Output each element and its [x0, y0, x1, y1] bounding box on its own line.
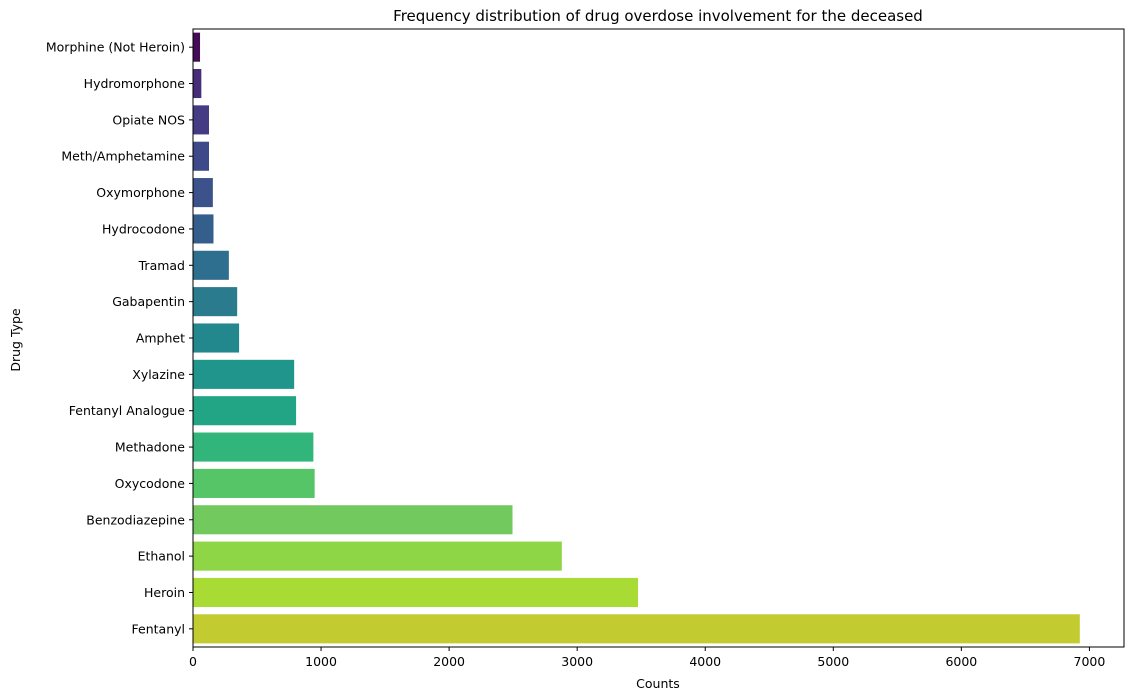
bar — [193, 141, 210, 171]
x-tick-label: 0 — [189, 654, 197, 669]
bar — [193, 614, 1080, 644]
bar — [193, 323, 240, 353]
y-tick-label: Amphet — [136, 331, 185, 346]
x-tick-label: 2000 — [433, 654, 465, 669]
bar — [193, 541, 562, 571]
y-tick-label: Tramad — [138, 258, 185, 273]
y-tick-label: Heroin — [144, 585, 185, 600]
x-tick-label: 6000 — [945, 654, 977, 669]
x-axis-label: Counts — [636, 676, 680, 691]
bar — [193, 32, 201, 62]
bar — [193, 468, 315, 498]
bar — [193, 105, 210, 135]
y-tick-label: Oxymorphone — [96, 185, 185, 200]
bar — [193, 287, 238, 317]
y-tick-label: Hydrocodone — [102, 221, 185, 236]
y-tick-label: Ethanol — [138, 549, 185, 564]
x-tick-label: 4000 — [689, 654, 721, 669]
bar — [193, 214, 214, 244]
bar — [193, 178, 213, 208]
y-tick-label: Morphine (Not Heroin) — [46, 40, 185, 55]
y-axis-label: Drug Type — [8, 308, 23, 372]
bar — [193, 396, 297, 426]
bar — [193, 68, 202, 99]
bar — [193, 359, 295, 389]
y-tick-label: Xylazine — [132, 367, 185, 382]
bar — [193, 577, 639, 608]
y-tick-label: Methadone — [115, 440, 185, 455]
x-tick-label: 1000 — [305, 654, 337, 669]
y-tick-label: Fentanyl Analogue — [69, 403, 186, 418]
bar — [193, 432, 314, 462]
bar — [193, 505, 513, 535]
axes-frame — [192, 28, 1125, 648]
y-tick-label: Benzodiazepine — [86, 512, 185, 527]
y-tick-label: Hydromorphone — [84, 76, 186, 91]
plot-area: Morphine (Not Heroin) Hydromorphone Opiate… — [46, 28, 1125, 669]
x-tick-label: 7000 — [1074, 654, 1106, 669]
chart-title: Frequency distribution of drug overdose … — [393, 7, 923, 25]
y-tick-label: Opiate NOS — [112, 112, 185, 127]
bar — [193, 250, 229, 280]
x-tick-label: 5000 — [817, 654, 849, 669]
y-tick-label: Fentanyl — [132, 621, 185, 636]
x-tick-label: 3000 — [561, 654, 593, 669]
y-tick-label: Gabapentin — [112, 294, 185, 309]
y-tick-label: Oxycodone — [115, 476, 186, 491]
y-tick-label: Meth/Amphetamine — [61, 149, 185, 164]
